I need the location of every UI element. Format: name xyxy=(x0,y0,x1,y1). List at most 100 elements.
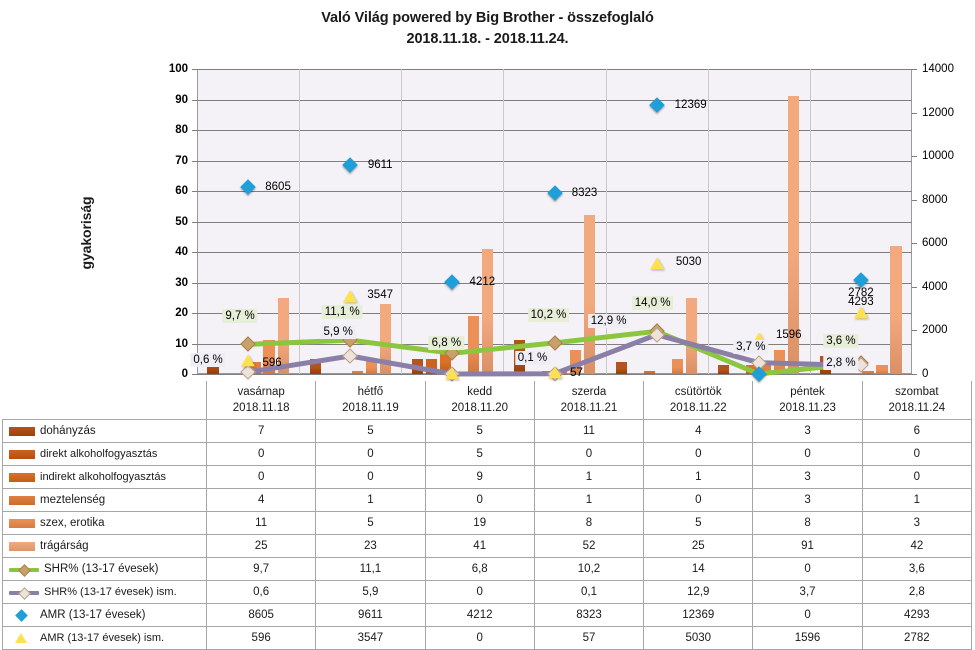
day-date: 2018.11.22 xyxy=(669,402,727,414)
day-date: 2018.11.20 xyxy=(451,402,509,414)
legend-label: meztelenség xyxy=(40,494,106,506)
bar-tr-g-rs-g xyxy=(583,215,596,374)
table-row-label-direkt-alkoholfogyaszt-s: direkt alkoholfogyasztás xyxy=(2,442,207,466)
table-cell: 8 xyxy=(752,511,863,535)
category-divider xyxy=(401,69,403,374)
table-row: AMR (13-17 évesek) ism. 596 3547 0 57 5030 159… xyxy=(2,626,973,650)
right-axis-tickmark xyxy=(912,286,917,288)
bar-indirekt-alkoholfogyaszt-s xyxy=(644,370,656,374)
label-shr-ism-3: 0,1 % xyxy=(514,350,551,365)
table-row: dohányzás 7 5 5 11 4 3 6 xyxy=(2,419,973,443)
table-row: trágárság 25 23 41 52 25 91 42 xyxy=(2,534,973,558)
day-date: 2018.11.18 xyxy=(232,402,290,414)
table-cell: 91 xyxy=(752,534,863,558)
table-cell: 0 xyxy=(205,465,317,489)
table-cell: 0 xyxy=(205,442,317,466)
right-axis-tickmark xyxy=(912,156,917,158)
table-col-header-0: vasárnap 2018.11.18 xyxy=(205,381,317,420)
label-shr-2: 6,8 % xyxy=(428,336,465,351)
day-date: 2018.11.23 xyxy=(779,402,836,414)
table-row-label-indirekt-alkoholfogyaszt-s: indirekt alkoholfogyasztás xyxy=(2,465,207,489)
label-amr-ism-4: 5030 xyxy=(675,256,702,269)
chart-page: Való Világ powered by Big Brother - össz… xyxy=(0,8,975,650)
left-axis-tick-label: 80 xyxy=(175,124,188,136)
legend-label: trágárság xyxy=(40,540,89,552)
table-cell: 8605 xyxy=(205,603,317,627)
table-cell: 4 xyxy=(205,488,317,512)
page-title: Való Világ powered by Big Brother - össz… xyxy=(0,8,975,50)
legend-diamond-icon xyxy=(9,609,35,622)
table-cell: 19 xyxy=(424,511,535,535)
table-cell: 0 xyxy=(424,488,535,512)
bar-szex-erotika xyxy=(365,358,377,374)
day-name: vasárnap xyxy=(237,386,285,398)
table-cell: 5 xyxy=(315,419,426,443)
table-cell: 0 xyxy=(533,442,645,466)
label-shr-0: 9,7 % xyxy=(222,309,258,324)
table-row: SHR% (13-17 évesek) 9,7 11,1 6,8 10,2 14 0 3,6 xyxy=(2,557,973,581)
table-cell: 9 xyxy=(424,465,535,489)
table-col-header-3: szerda 2018.11.21 xyxy=(533,381,645,420)
table-cell: 9,7 xyxy=(205,557,317,581)
gridline xyxy=(197,69,912,70)
left-axis-tick-label: 0 xyxy=(181,368,188,380)
category-divider xyxy=(299,69,301,374)
day-name: csütörtök xyxy=(674,386,722,398)
table-row: indirekt alkoholfogyasztás 0 0 9 1 1 3 0 xyxy=(2,465,973,489)
table-cell: 0 xyxy=(861,442,973,466)
table-cell: 10,2 xyxy=(533,557,645,581)
left-axis-tickmark xyxy=(192,130,197,131)
legend-swatch-icon xyxy=(9,426,35,436)
label-amr-1: 9611 xyxy=(367,158,393,171)
legend-label: indirekt alkoholfogyasztás xyxy=(40,471,166,483)
table-body: dohányzás 7 5 5 11 4 3 6 direkt alkoholfogyasztá… xyxy=(2,419,973,650)
bar-meztelens-g xyxy=(760,364,772,374)
left-axis-tick-label: 70 xyxy=(175,154,188,167)
label-shr-ism-4: 12,9 % xyxy=(587,313,630,328)
table-cell: 4212 xyxy=(424,603,535,627)
day-name: kedd xyxy=(467,386,493,398)
bar-tr-g-rs-g xyxy=(890,245,902,374)
table-cell: 3 xyxy=(752,465,863,489)
table-cell: 12369 xyxy=(643,603,754,627)
legend-swatch-icon xyxy=(9,518,35,528)
gridline xyxy=(197,130,912,131)
gridline xyxy=(197,221,912,223)
table-cell: 3 xyxy=(752,419,863,443)
data-table: vasárnap 2018.11.18 hétfő 2018.11.19 kedd 201… xyxy=(2,381,973,650)
right-axis-tick-label: 6000 xyxy=(922,237,948,250)
right-axis-tickmark xyxy=(912,69,917,70)
table-header-row: vasárnap 2018.11.18 hétfő 2018.11.19 kedd 201… xyxy=(3,381,973,420)
left-axis-tickmark xyxy=(192,69,197,70)
table-row: meztelenség 4 1 0 1 0 3 1 xyxy=(2,488,973,512)
legend-label: SHR% (13-17 évesek) ism. xyxy=(44,586,177,598)
table-row-label-tr-g-rs-g: trágárság xyxy=(2,534,207,558)
table-cell: 5 xyxy=(424,419,535,443)
table-cell: 8 xyxy=(533,511,645,535)
label-amr-ism-6: 2782 xyxy=(848,287,874,300)
table-cell: 0 xyxy=(643,488,754,512)
bar-meztelens-g xyxy=(351,370,363,374)
label-shr-ism-5: 3,7 % xyxy=(733,339,769,354)
legend-label: SHR% (13-17 évesek) xyxy=(44,563,159,575)
left-axis-tick-label: 10 xyxy=(175,337,188,350)
table-cell: 12,9 xyxy=(643,580,754,604)
day-name: hétfő xyxy=(357,386,384,398)
table-cell: 3 xyxy=(861,511,973,535)
marker-amr-ism xyxy=(445,367,460,380)
marker-amr-ism xyxy=(241,354,256,367)
table-cell: 0,1 xyxy=(533,580,645,604)
marker-amr-ism xyxy=(343,290,358,303)
table-cell: 0 xyxy=(752,557,863,581)
category-divider xyxy=(809,69,811,374)
chart-title-line2: 2018.11.18. - 2018.11.24. xyxy=(406,31,569,47)
bar-szex-erotika xyxy=(672,358,684,374)
label-amr-6: 4293 xyxy=(848,296,874,309)
right-axis-tick-label: 4000 xyxy=(922,280,948,293)
table-cell: 25 xyxy=(643,534,754,558)
right-axis-tick-label: 2000 xyxy=(922,324,948,337)
table-cell: 0 xyxy=(752,603,863,627)
table-col-header-2: kedd 2018.11.20 xyxy=(424,381,535,420)
category-divider xyxy=(605,69,607,374)
right-axis-tickmark xyxy=(912,374,917,375)
